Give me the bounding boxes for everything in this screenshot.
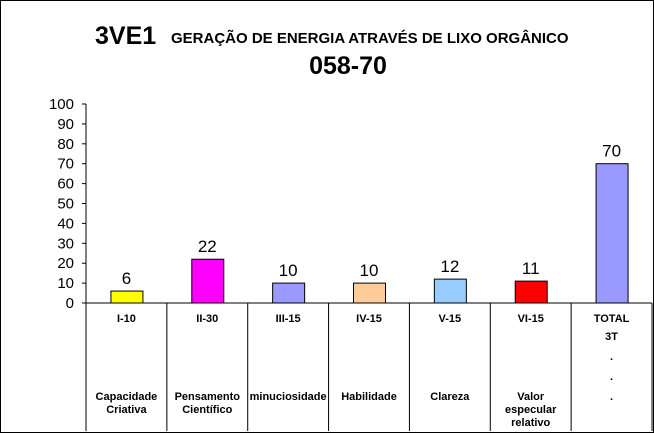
bar xyxy=(110,290,144,304)
chart-subtitle: GERAÇÃO DE ENERGIA ATRAVÉS DE LIXO ORGÂN… xyxy=(171,29,569,47)
category-description: Criativa xyxy=(106,404,147,416)
axes: 0 10 20 30 40 50 60 70 80 90 100 xyxy=(49,96,652,312)
data-label: 11 xyxy=(522,259,540,278)
category-label: VI-15 xyxy=(518,313,544,325)
category-description: Clareza xyxy=(430,391,470,403)
category-description: relativo xyxy=(511,417,550,429)
category-description: especular xyxy=(505,404,557,416)
category-description: Científico xyxy=(182,404,232,416)
data-label: 6 xyxy=(122,269,131,288)
category-label: TOTAL xyxy=(594,313,630,325)
y-tick-label: 80 xyxy=(57,136,74,153)
category-description: Habilidade xyxy=(341,391,397,403)
category-label: I-10 xyxy=(117,313,136,325)
y-tick-label: 90 xyxy=(57,116,74,133)
chart-title: 3VE1 xyxy=(95,22,156,50)
category-description: Valor xyxy=(517,391,545,403)
bar xyxy=(353,282,386,304)
data-label: 10 xyxy=(279,261,298,280)
y-tick-label: 60 xyxy=(57,176,74,193)
y-tick-label: 100 xyxy=(49,96,74,113)
data-label: 70 xyxy=(602,142,621,161)
category-label: V-15 xyxy=(439,313,462,325)
data-label: 22 xyxy=(198,237,217,256)
category-description: Capacidade xyxy=(96,391,158,403)
category-label: III-15 xyxy=(276,313,301,325)
y-tick-label: 70 xyxy=(57,156,74,173)
y-tick-label: 0 xyxy=(66,295,74,312)
total-extra-label: 3T xyxy=(605,331,618,343)
total-extra-label: . xyxy=(610,371,613,383)
bars: 6 22 10 10 12 11 70 xyxy=(110,142,629,304)
total-extra-label: . xyxy=(610,351,613,363)
bar xyxy=(595,163,629,304)
y-tick-label: 40 xyxy=(57,215,74,232)
category-label: II-30 xyxy=(196,313,218,325)
y-tick-label: 30 xyxy=(57,235,74,252)
bar xyxy=(272,282,306,304)
chart-title-line2: 058-70 xyxy=(309,52,387,80)
bar xyxy=(514,280,548,304)
category-table: I-10 II-30 III-15 IV-15 V-15 VI-15 TOTAL 3T.. Ca… xyxy=(85,303,653,431)
category-label: IV-15 xyxy=(356,313,382,325)
y-tick-label: 20 xyxy=(57,255,74,272)
data-label: 12 xyxy=(440,257,459,276)
category-description: minuciosidade xyxy=(250,391,327,403)
category-description: Pensamento xyxy=(175,391,241,403)
category-description: . xyxy=(610,391,613,403)
y-tick-label: 50 xyxy=(57,196,74,213)
bar xyxy=(433,278,467,304)
y-tick-label: 10 xyxy=(57,275,74,292)
bar xyxy=(191,258,225,304)
data-label: 10 xyxy=(360,261,379,280)
